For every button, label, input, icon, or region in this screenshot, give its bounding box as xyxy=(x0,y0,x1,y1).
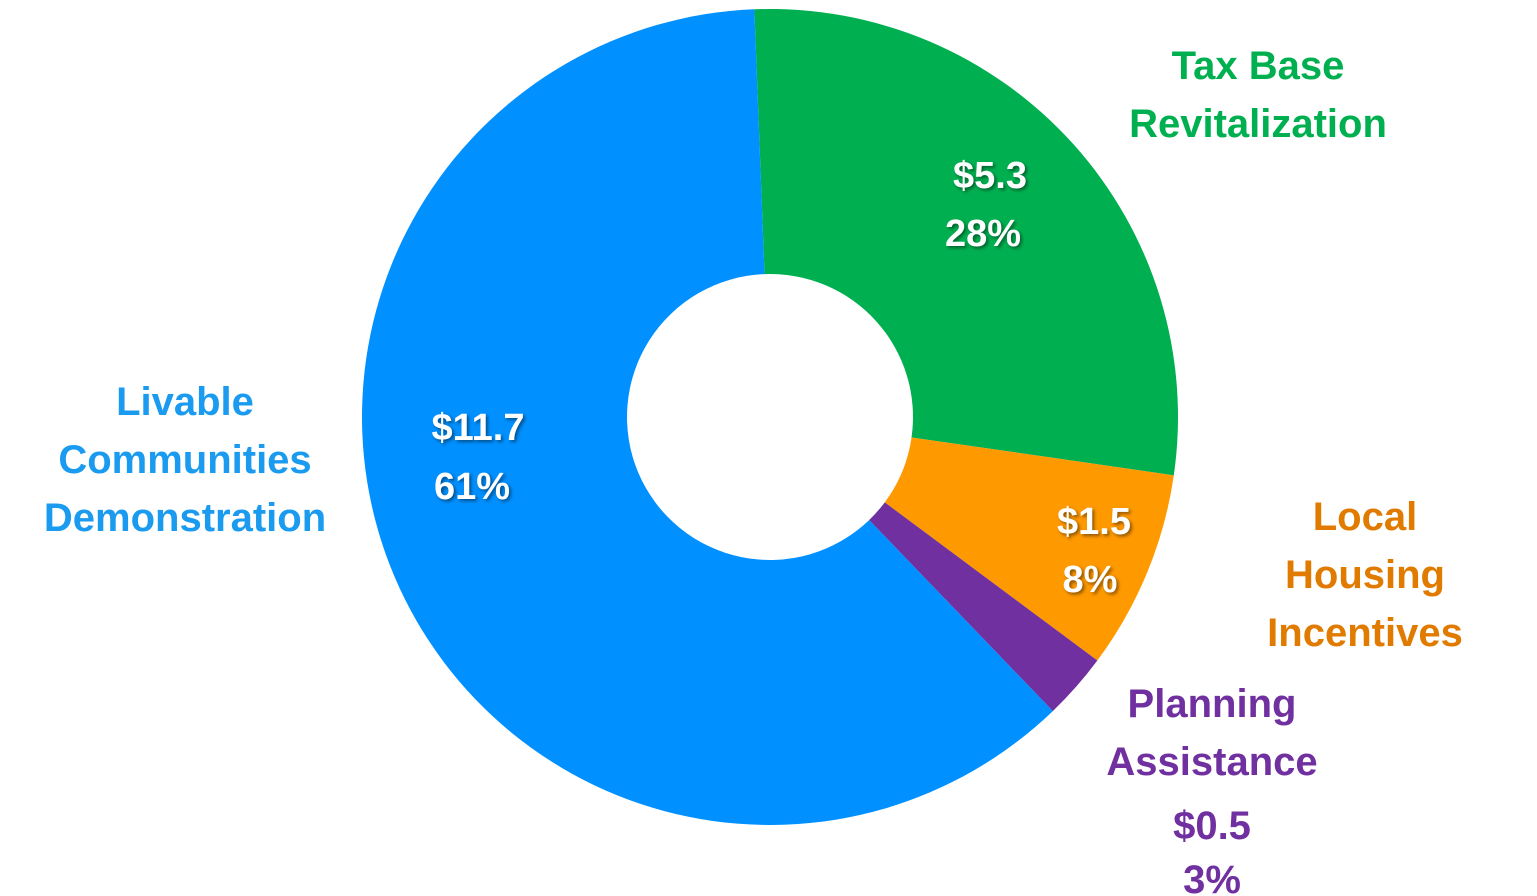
percent-label: 28% xyxy=(944,213,1022,255)
value-label: $1.5 xyxy=(1057,501,1131,543)
slice xyxy=(754,9,1178,476)
category-label: Tax Base Revitalization xyxy=(1129,44,1387,146)
percent-label: 3% xyxy=(1183,858,1241,896)
value-label: $5.3 xyxy=(953,155,1027,197)
percent-label: 61% xyxy=(433,466,511,508)
value-label: $11.7 xyxy=(431,407,525,449)
category-label: Livable Communities Demonstration xyxy=(43,380,327,540)
category-label: Planning Assistance xyxy=(1106,682,1318,784)
slice xyxy=(884,437,1174,661)
value-label: $0.5 xyxy=(1173,804,1251,848)
category-label: Local Housing Incentives xyxy=(1267,495,1463,655)
slice xyxy=(869,502,1098,712)
slice xyxy=(361,9,1053,826)
percent-label: 8% xyxy=(1062,559,1118,601)
